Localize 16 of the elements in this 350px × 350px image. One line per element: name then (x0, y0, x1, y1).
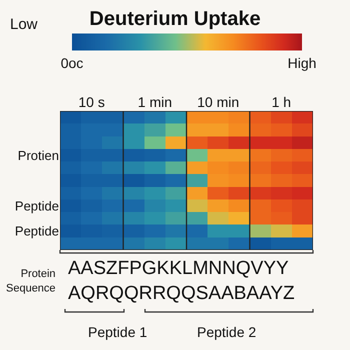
y-tick-label: Peptide (14, 198, 59, 214)
text: AQRQQRRQQSAABAAYZ (68, 283, 296, 304)
x-tick-label: 10 min (197, 94, 240, 110)
text: Low (10, 16, 38, 33)
y-tick-label: Protien (18, 148, 59, 163)
text: AASZFPGKKLMNNQVYY (68, 258, 289, 279)
x-tick-label: 10 s (78, 94, 105, 110)
color-bar-label: 0oc (60, 54, 84, 71)
text: Peptide 1 (88, 324, 148, 340)
x-tick-label: 1 min (138, 94, 172, 110)
chart-title: Deuterium Uptake (89, 8, 261, 30)
text: Peptide 2 (197, 324, 256, 340)
color-bar-label: High (288, 54, 316, 71)
text: Protein Sequence (6, 268, 56, 294)
y-tick-label: Peptide (14, 224, 59, 239)
x-tick-label: 1 h (272, 94, 292, 110)
